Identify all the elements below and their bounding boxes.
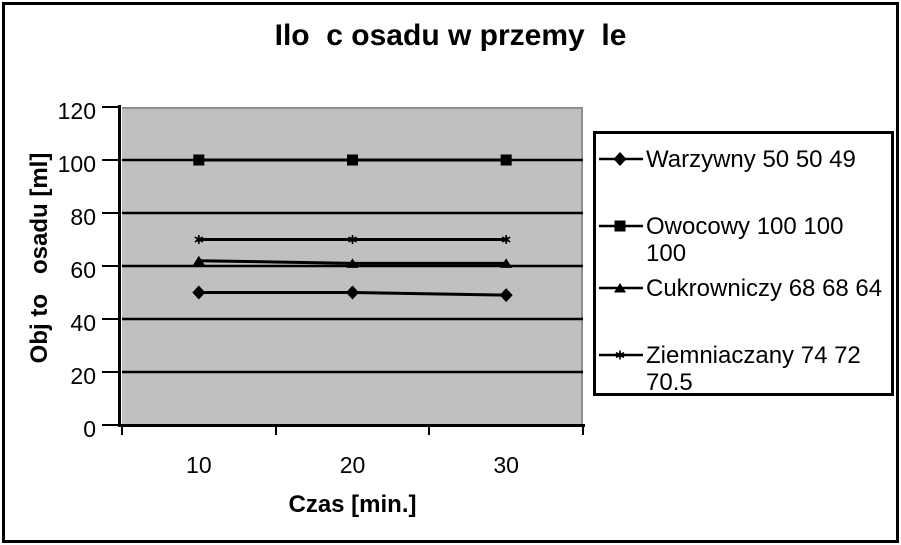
legend-marker-diamond-icon — [599, 152, 643, 166]
y-tick-label: 100 — [57, 151, 96, 177]
legend-label-line: 100 — [646, 240, 687, 267]
y-tick-mark — [102, 265, 119, 267]
legend-label-line: Owocowy 100 100 — [646, 213, 844, 240]
legend-label-line: Cukrowniczy 68 68 64 — [646, 275, 883, 302]
y-tick-label: 0 — [83, 416, 96, 442]
marker-shape — [614, 220, 626, 232]
marker-square-icon — [193, 154, 205, 166]
y-tick-mark — [102, 212, 119, 214]
marker-diamond-icon — [613, 152, 627, 166]
plot-svg — [122, 107, 583, 425]
legend-label: Cukrowniczy 68 68 64 — [646, 275, 882, 302]
marker-square-icon — [347, 154, 358, 166]
y-tick-mark — [102, 371, 119, 373]
x-axis-line — [118, 424, 585, 427]
marker-shape — [614, 283, 626, 293]
marker-asterisk-icon — [348, 235, 357, 244]
y-tick-mark — [102, 106, 119, 108]
legend-item: Cukrowniczy 68 68 64 — [599, 275, 882, 302]
x-tick-label: 30 — [493, 452, 519, 478]
legend-item: Ziemniaczany 74 72 70.5 — [599, 342, 861, 396]
x-tick-mark — [582, 425, 584, 435]
y-tick-mark — [102, 159, 119, 161]
marker-shape — [347, 154, 358, 166]
legend-label: Warzywny 50 50 49 — [646, 146, 856, 173]
marker-shape — [501, 236, 511, 243]
marker-shape — [346, 285, 359, 300]
y-tick-mark — [102, 318, 119, 320]
marker-asterisk-icon — [615, 350, 625, 360]
marker-shape — [615, 351, 625, 359]
y-tick-label: 20 — [70, 363, 96, 389]
legend-marker-square-icon — [599, 220, 643, 232]
plot-area — [122, 107, 583, 425]
y-tick-label: 80 — [70, 204, 96, 230]
y-tick-label: 40 — [70, 310, 96, 336]
marker-asterisk-icon — [194, 235, 204, 244]
legend-item: Owocowy 100 100 100 — [599, 213, 843, 267]
marker-square-icon — [614, 220, 626, 232]
x-tick-mark — [274, 425, 277, 435]
marker-triangle-icon — [500, 258, 513, 268]
legend-marker-triangle-icon — [599, 283, 643, 293]
marker-shape — [194, 236, 204, 243]
y-tick-mark — [102, 424, 119, 426]
marker-diamond-icon — [192, 285, 206, 300]
marker-shape — [348, 236, 357, 243]
marker-shape — [500, 154, 512, 166]
y-tick-label: 60 — [70, 257, 96, 283]
x-tick-mark — [428, 425, 431, 435]
marker-diamond-icon — [499, 288, 513, 303]
chart-title: Ilo c osadu w przemy le — [274, 19, 627, 52]
marker-square-icon — [500, 154, 512, 166]
marker-shape — [346, 258, 359, 268]
x-tick-mark — [121, 425, 123, 435]
legend: Warzywny 50 50 49 Owocowy 100 100 100 Cukro… — [593, 131, 894, 396]
x-axis-title: Czas [min.] — [288, 491, 417, 518]
legend-label-line: Ziemniaczany 74 72 — [646, 342, 861, 369]
x-tick-label: 20 — [339, 452, 366, 478]
legend-marker-asterisk-icon — [599, 350, 643, 360]
y-tick-label: 120 — [57, 98, 96, 124]
marker-shape — [613, 152, 627, 166]
marker-shape — [192, 255, 205, 266]
legend-label-line: 70.5 — [646, 369, 693, 396]
marker-triangle-icon — [614, 283, 626, 293]
marker-diamond-icon — [346, 285, 359, 300]
legend-label: Ziemniaczany 74 72 70.5 — [646, 342, 861, 396]
legend-label-line: Warzywny 50 50 49 — [646, 146, 856, 173]
marker-shape — [499, 288, 513, 303]
marker-shape — [193, 154, 205, 166]
legend-item: Warzywny 50 50 49 — [599, 146, 856, 173]
marker-triangle-icon — [192, 255, 205, 266]
marker-triangle-icon — [346, 258, 359, 268]
legend-label: Owocowy 100 100 100 — [646, 213, 843, 267]
marker-shape — [500, 258, 513, 268]
y-axis-line — [118, 105, 121, 427]
marker-shape — [192, 285, 206, 300]
marker-asterisk-icon — [501, 235, 511, 244]
x-tick-label: 10 — [186, 452, 212, 478]
